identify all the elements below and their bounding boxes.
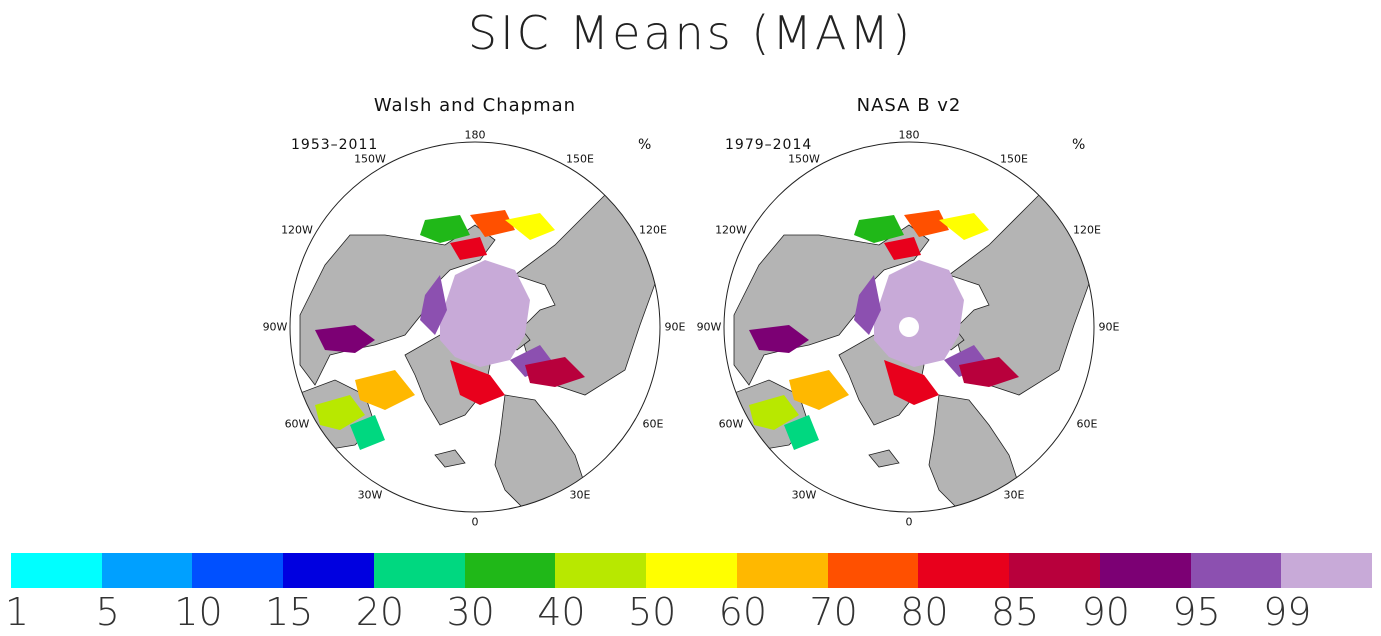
longitude-label: 0 (905, 515, 913, 529)
map-border (723, 141, 1095, 513)
sea-ice-zone (854, 275, 881, 335)
map-content (728, 184, 1094, 511)
pole-hole (899, 317, 919, 337)
longitude-label: 0 (471, 515, 479, 529)
land-mass (868, 449, 900, 468)
colorbar-tick-label: 30 (446, 590, 495, 634)
colorbar (11, 553, 1373, 588)
longitude-label: 120E (639, 223, 667, 237)
longitude-label: 90E (1098, 320, 1120, 334)
sea-ice-zone (440, 260, 530, 367)
colorbar-swatch (646, 553, 737, 588)
longitude-label: 60E (642, 417, 664, 431)
longitude-label: 60E (1076, 417, 1098, 431)
colorbar-swatch (464, 553, 556, 588)
longitude-label: 180 (464, 128, 486, 142)
colorbar-ticks: 1 5 10 15 20 30 40 50 60 70 80 85 90 95 99 (0, 588, 1381, 636)
sea-ice-zone (874, 260, 964, 367)
sea-ice-zone (525, 357, 585, 387)
longitude-label: 30E (569, 488, 591, 502)
sea-ice-zone (505, 213, 555, 240)
sea-ice-zone (749, 395, 799, 430)
longitude-label: 30W (357, 488, 383, 502)
figure-title: SIC Means (MAM) (467, 6, 914, 60)
sea-ice-zone (420, 215, 470, 243)
colorbar-tick-label: 5 (95, 590, 120, 634)
panel-title: NASA B v2 (856, 95, 962, 116)
sea-ice-zone (315, 395, 365, 430)
longitude-label: 150E (1000, 152, 1028, 166)
colorbar-swatch (192, 553, 284, 588)
colorbar-swatch (918, 553, 1010, 588)
colorbar-swatch (1281, 553, 1373, 588)
colorbar-swatch (1190, 553, 1282, 588)
colorbar-tick-label: 40 (537, 590, 586, 634)
period-label: 1953–2011 (291, 137, 379, 153)
colorbar-tick-label: 85 (990, 590, 1040, 634)
sea-ice-zone (939, 213, 989, 240)
longitude-label: 150W (788, 152, 820, 166)
longitude-label: 90W (262, 320, 288, 334)
sea-ice-zone (884, 237, 921, 260)
sea-ice-zone (355, 370, 415, 410)
colorbar-tick-label: 80 (900, 590, 949, 634)
longitude-label: 30E (1003, 488, 1025, 502)
sea-ice-zone (884, 360, 939, 405)
longitude-label: 180 (898, 128, 920, 142)
polar-map (289, 141, 661, 513)
panel-title: Walsh and Chapman (373, 95, 577, 116)
longitude-label: 150E (566, 152, 594, 166)
map-panel-walsh-chapman: Walsh and Chapman 1953–2011 % 180 150W 150… (255, 95, 695, 529)
colorbar-swatch (827, 553, 919, 588)
colorbar-tick-label: 15 (265, 590, 314, 634)
sea-ice-zone (959, 357, 1019, 387)
period-label: 1979–2014 (725, 137, 813, 153)
longitude-label: 150W (354, 152, 386, 166)
colorbar-swatch (373, 553, 465, 588)
sea-ice-zone (854, 215, 904, 243)
colorbar-tick-label: 70 (809, 590, 858, 634)
colorbar-swatch (11, 553, 102, 588)
sea-ice-zone (450, 360, 505, 405)
sea-ice-zone (450, 237, 487, 260)
sea-ice-zone (350, 415, 385, 450)
map-panel-nasa-b-v2: NASA B v2 1979–2014 % 180 150W 150E 120W 120… (689, 95, 1129, 529)
colorbar-swatch (736, 553, 828, 588)
unit-label: % (638, 137, 652, 153)
sea-ice-zone (315, 325, 375, 353)
colorbar-tick-label: 90 (1081, 590, 1130, 634)
colorbar-tick-label: 20 (355, 590, 405, 634)
sea-ice-zone (470, 210, 515, 237)
land-mass (434, 449, 466, 468)
colorbar-swatch (555, 553, 647, 588)
sea-ice-zone (420, 275, 447, 335)
longitude-label: 60W (284, 417, 310, 431)
colorbar-tick-label: 95 (1172, 590, 1221, 634)
colorbar-tick-label: 10 (174, 590, 223, 634)
map-border (289, 141, 661, 513)
sea-ice-zone (904, 210, 949, 237)
sea-ice-zone (784, 415, 819, 450)
colorbar-swatch (101, 553, 193, 588)
longitude-label: 90W (696, 320, 722, 334)
colorbar-swatch (1099, 553, 1191, 588)
longitude-label: 120W (715, 223, 747, 237)
sea-ice-zone (789, 370, 849, 410)
longitude-label: 60W (718, 417, 744, 431)
colorbar-tick-label: 50 (627, 590, 677, 634)
sea-ice-zone (749, 325, 809, 353)
longitude-label: 120E (1073, 223, 1101, 237)
colorbar-tick-label: 60 (718, 590, 768, 634)
colorbar-tick-label: 99 (1263, 590, 1312, 634)
colorbar-swatch (283, 553, 374, 588)
longitude-label: 30W (791, 488, 817, 502)
polar-map (723, 141, 1095, 513)
longitude-label: 90E (664, 320, 686, 334)
unit-label: % (1072, 137, 1086, 153)
colorbar-tick-label: 1 (4, 590, 30, 634)
colorbar-swatch (1009, 553, 1100, 588)
longitude-label: 120W (281, 223, 313, 237)
